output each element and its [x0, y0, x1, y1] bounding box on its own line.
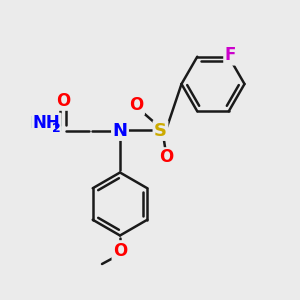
Text: N: N: [42, 114, 56, 132]
Text: O: O: [129, 96, 144, 114]
Text: N: N: [112, 122, 128, 140]
Text: S: S: [154, 122, 167, 140]
Text: O: O: [56, 92, 70, 110]
Text: NH: NH: [33, 114, 60, 132]
Text: O: O: [159, 148, 174, 166]
Text: H: H: [30, 116, 42, 130]
Text: F: F: [225, 46, 236, 64]
Text: O: O: [113, 242, 127, 260]
Text: 2: 2: [52, 122, 61, 135]
Text: H: H: [50, 119, 62, 134]
